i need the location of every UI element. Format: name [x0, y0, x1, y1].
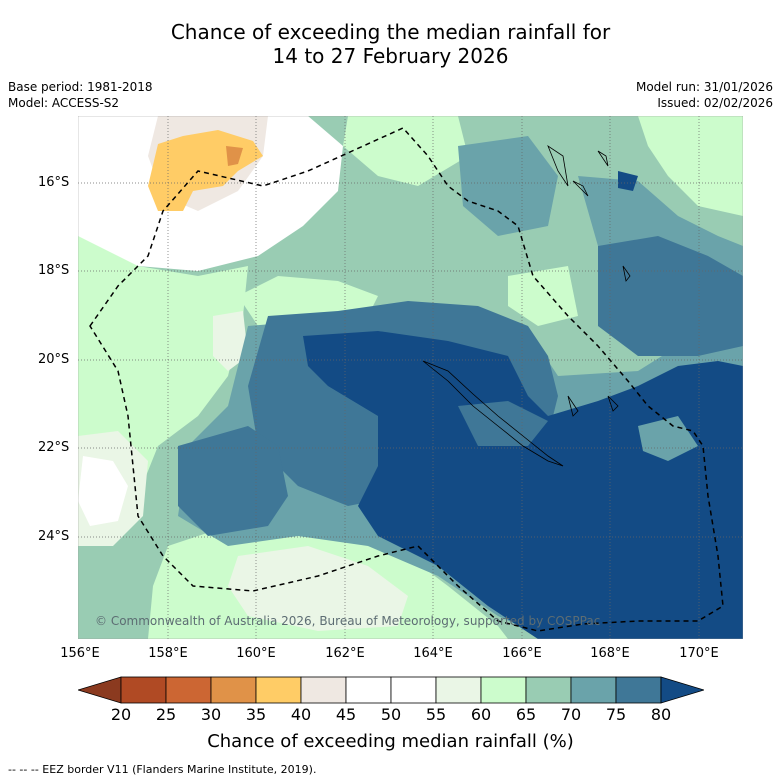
lat-label: 24°S	[38, 529, 70, 544]
region-55-small	[213, 311, 248, 371]
colorbar-segment	[345, 676, 392, 704]
region-70-inner	[638, 416, 698, 461]
colorbar-tick-label: 75	[605, 705, 627, 724]
region-60-east	[508, 266, 578, 326]
region-over-80-small	[618, 171, 638, 191]
base-period: Base period: 1981-2018	[8, 80, 153, 94]
colorbar-segment	[435, 676, 482, 704]
lon-label: 160°E	[236, 646, 276, 661]
colorbar-tick-label: 25	[155, 705, 177, 724]
gridlines	[78, 116, 743, 639]
lon-label: 156°E	[60, 646, 100, 661]
colorbar-segment	[615, 676, 662, 704]
colorbar-tick-label: 65	[515, 705, 537, 724]
colorbar-segment	[165, 676, 212, 704]
lat-label: 16°S	[38, 175, 70, 190]
colorbar-tick-label: 30	[200, 705, 222, 724]
colorbar-tick-label: 40	[290, 705, 312, 724]
map-title-line-2: 14 to 27 February 2026	[272, 44, 509, 68]
colorbar-segment	[120, 676, 167, 704]
meta-left: Base period: 1981-2018 Model: ACCESS-S2	[8, 79, 153, 111]
colorbar-segment	[390, 676, 437, 704]
lon-label: 164°E	[413, 646, 453, 661]
colorbar-tick-label: 70	[560, 705, 582, 724]
lat-label: 18°S	[38, 263, 70, 278]
model-run: Model run: 31/01/2026	[635, 80, 773, 94]
colorbar-segment	[525, 676, 572, 704]
lat-label: 22°S	[38, 440, 70, 455]
region-75-east	[598, 236, 743, 356]
region-60-ne	[638, 116, 743, 216]
colorbar-segment	[255, 676, 302, 704]
colorbar-title: Chance of exceeding median rainfall (%)	[207, 731, 574, 752]
colorbar-segment	[210, 676, 257, 704]
lon-label: 170°E	[679, 646, 719, 661]
issued-date: Issued: 02/02/2026	[657, 96, 773, 110]
colorbar-tick-label: 35	[245, 705, 267, 724]
colorbar-segment	[480, 676, 527, 704]
rainfall-map	[78, 116, 743, 639]
colorbar-segment	[570, 676, 617, 704]
region-30	[226, 146, 243, 166]
colorbar-tick-label: 45	[335, 705, 357, 724]
lat-label: 20°S	[38, 352, 70, 367]
colorbar-tick-label: 60	[470, 705, 492, 724]
colorbar	[78, 676, 704, 704]
lon-label: 168°E	[590, 646, 630, 661]
lon-label: 158°E	[148, 646, 188, 661]
lon-label: 166°E	[502, 646, 542, 661]
region-50-sw	[78, 456, 128, 526]
map-title-line-1: Chance of exceeding the median rainfall …	[170, 20, 611, 44]
colorbar-tick-label: 50	[380, 705, 402, 724]
copyright-notice: © Commonwealth of Australia 2026, Bureau…	[95, 614, 601, 628]
coastlines	[422, 144, 631, 467]
colorbar-extend-high	[660, 676, 704, 704]
region-over-80	[303, 331, 743, 639]
model-name: Model: ACCESS-S2	[8, 96, 120, 110]
meta-right: Model run: 31/01/2026 Issued: 02/02/2026	[636, 79, 773, 111]
region-70-north	[458, 136, 558, 236]
region-55-south	[228, 546, 408, 631]
colorbar-tick-label: 80	[650, 705, 672, 724]
colorbar-extend-low	[78, 676, 122, 704]
colorbar-segment	[300, 676, 347, 704]
colorbar-tick-label: 20	[110, 705, 132, 724]
region-75-west	[178, 426, 288, 536]
lon-label: 162°E	[325, 646, 365, 661]
colorbar-tick-label: 55	[425, 705, 447, 724]
eez-legend: -- -- -- EEZ border V11 (Flanders Marine…	[8, 763, 317, 776]
